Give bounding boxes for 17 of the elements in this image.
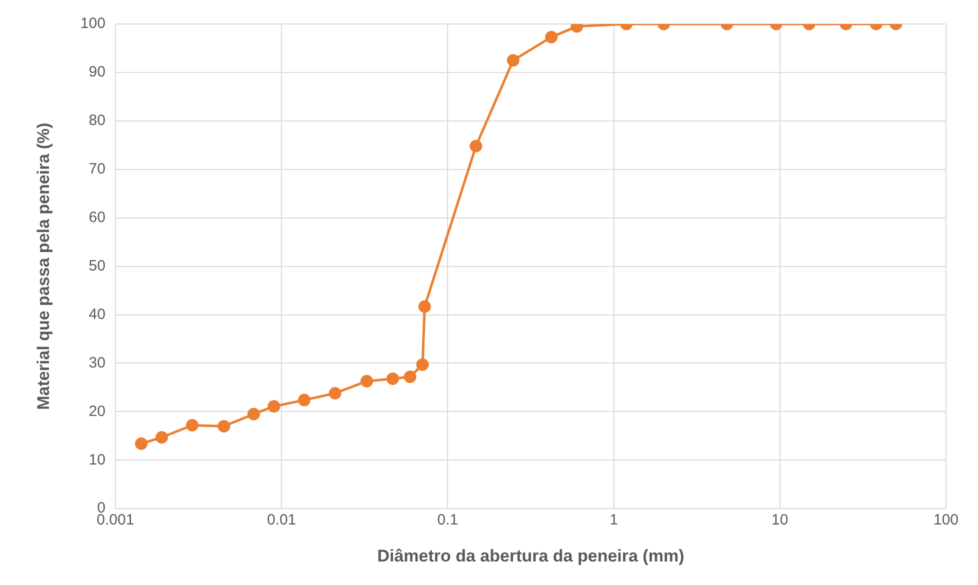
y-tick-label: 80 bbox=[88, 112, 106, 130]
y-tick-label: 40 bbox=[88, 306, 106, 323]
y-tick-label: 50 bbox=[88, 257, 106, 274]
x-tick-label: 0.01 bbox=[266, 512, 296, 529]
y-tick-label: 90 bbox=[88, 64, 106, 81]
y-tick-label: 60 bbox=[88, 208, 106, 226]
x-tick-label: 10 bbox=[772, 512, 788, 529]
x-tick-label: 100 bbox=[933, 512, 959, 529]
y-tick-label: 30 bbox=[88, 354, 106, 372]
x-tick-label: 1 bbox=[610, 512, 618, 529]
y-tick-label: 20 bbox=[88, 402, 106, 420]
x-axis-title: Diâmetro da abertura da peneira (mm) bbox=[377, 546, 684, 566]
y-tick-label: 10 bbox=[88, 451, 106, 468]
x-tick-label: 0.1 bbox=[437, 512, 458, 529]
y-tick-label: 100 bbox=[80, 15, 106, 32]
y-axis-title: Material que passa pela peneira (%) bbox=[34, 122, 53, 410]
y-tick-label: 70 bbox=[88, 160, 106, 178]
